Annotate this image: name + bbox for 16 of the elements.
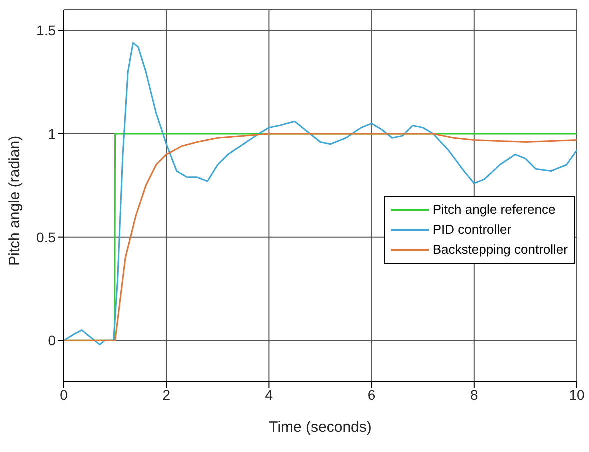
legend-label: PID controller <box>432 221 512 239</box>
legend-label: Pitch angle reference <box>432 201 556 219</box>
y-tick-label: 0.5 <box>36 229 56 246</box>
x-tick-label: 0 <box>60 386 68 403</box>
x-tick-label: 10 <box>569 386 585 403</box>
x-axis-title: Time (seconds) <box>269 419 372 436</box>
x-tick-label: 2 <box>162 386 171 403</box>
x-tick-label: 6 <box>368 386 376 403</box>
y-tick-label: 1.5 <box>36 22 56 39</box>
y-tick-label: 0 <box>48 332 56 349</box>
x-tick-label: 4 <box>265 386 274 403</box>
legend-label: Backstepping controller <box>432 241 568 259</box>
y-axis-title: Pitch angle (radian) <box>6 136 24 266</box>
line-series <box>64 42 577 346</box>
x-tick-label: 8 <box>470 386 478 403</box>
y-tick-label: 1 <box>48 126 56 142</box>
